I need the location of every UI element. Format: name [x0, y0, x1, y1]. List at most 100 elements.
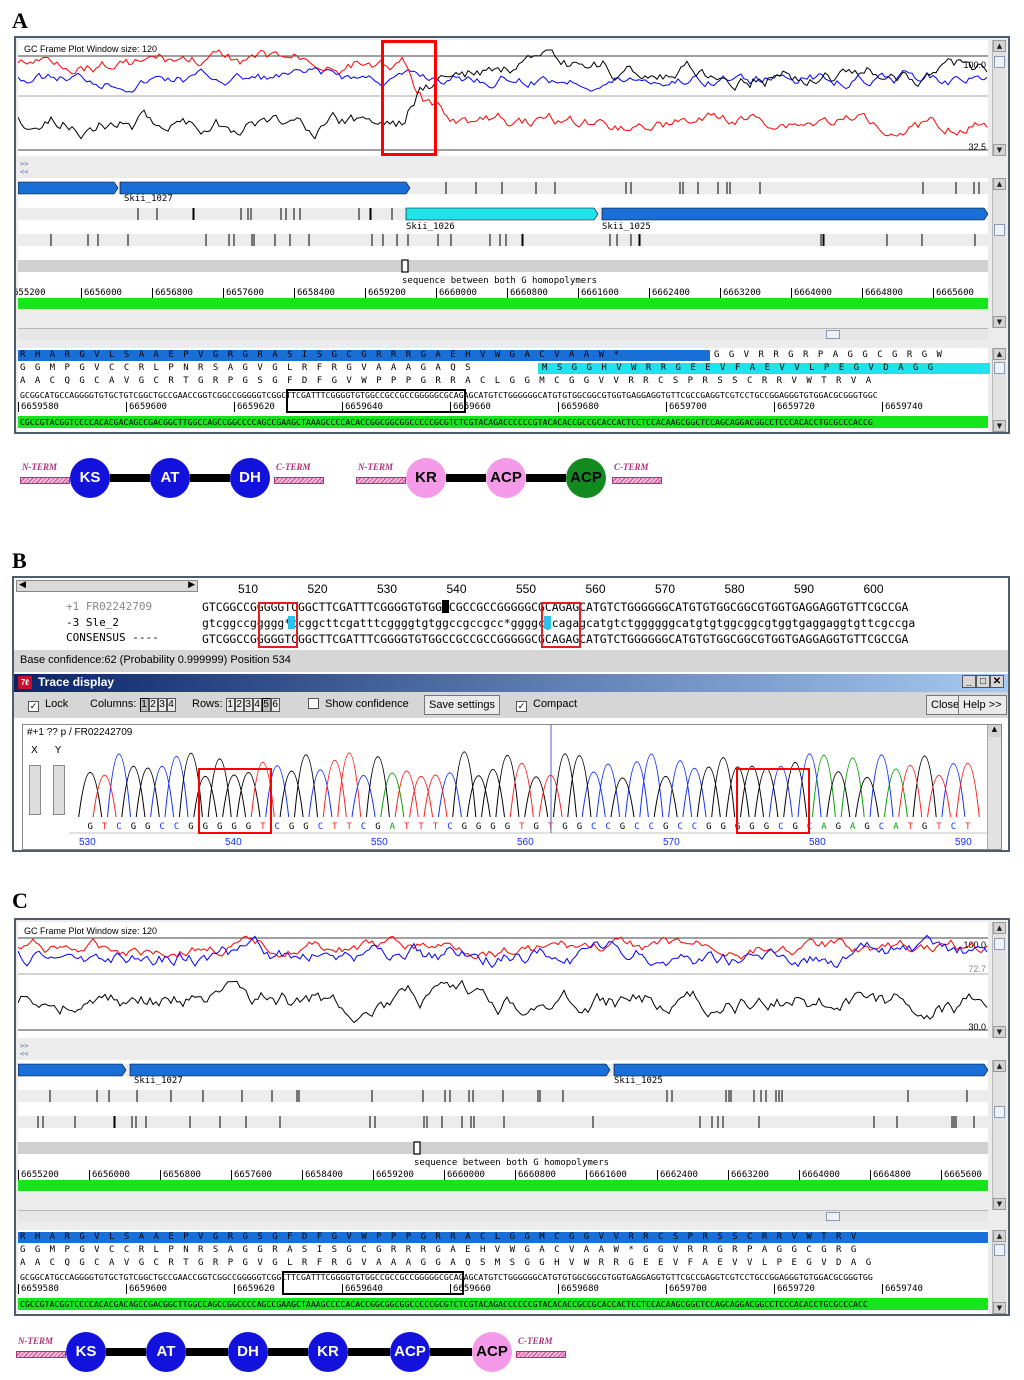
scroll-up-icon[interactable]: ▲ [993, 1230, 1006, 1242]
base-call: C [778, 822, 783, 832]
base-call: T [102, 822, 108, 832]
feature-skii-1027[interactable] [119, 181, 411, 195]
feature-left-stub[interactable] [18, 1063, 127, 1077]
show-confidence-checkbox[interactable]: Show confidence [308, 698, 409, 710]
x-scale-label: X [31, 745, 38, 756]
base-call: G [620, 822, 625, 832]
misc-feature-label: sequence between both G homopolymers [414, 1158, 610, 1168]
feature-skii-1025[interactable] [601, 207, 988, 221]
feature-skii-1025[interactable] [613, 1063, 988, 1077]
compact-checkbox[interactable]: ✓ Compact [516, 698, 578, 712]
lock-checkbox[interactable]: ✓ Lock [28, 698, 69, 712]
save-settings-button[interactable]: Save settings [424, 695, 501, 715]
scroll-left-icon[interactable]: ◀ [19, 580, 26, 590]
base-call: G [663, 822, 668, 832]
scroll-up-icon[interactable]: ▲ [988, 725, 1001, 737]
ruler-tick: 6659620 [234, 1284, 275, 1294]
ruler-tick: 6656800 [152, 288, 193, 298]
scroll-grip[interactable] [994, 1106, 1005, 1118]
horizontal-scrollbar[interactable] [18, 328, 988, 340]
base-scrollbar[interactable]: ▲ ▼ [992, 1230, 1006, 1314]
feature-skii-1026[interactable] [405, 207, 599, 221]
scroll-down-icon[interactable]: ▼ [993, 1198, 1006, 1210]
app-logo-icon: 7ℓ [18, 676, 32, 689]
dna-forward: GCGGCATGCCAGGGGTGTGCTGTCGGCTGCCGAACCGGTC… [20, 1272, 873, 1282]
scroll-right-icon[interactable]: ▶ [188, 580, 195, 590]
scroll-thumb[interactable] [826, 330, 840, 339]
ruler-tick: 6663200 [728, 1170, 769, 1180]
plot-mid-label: 72.7 [968, 964, 986, 974]
horizontal-scrollbar[interactable] [18, 1210, 988, 1222]
alignment-ruler: 510 520 530 540 550 560 570 580 590 600 [202, 582, 1008, 596]
ruler-tick: 6664000 [799, 1170, 840, 1180]
misc-feature[interactable] [413, 1141, 421, 1155]
scroll-up-icon[interactable]: ▲ [993, 1060, 1006, 1072]
close-icon[interactable]: ✕ [990, 675, 1004, 688]
scroll-up-icon[interactable]: ▲ [993, 922, 1006, 934]
base-call: A [893, 822, 899, 832]
base-call: C [116, 822, 121, 832]
trace-tick: 550 [371, 837, 388, 848]
domain-kr: KR [308, 1332, 348, 1372]
scroll-up-icon[interactable]: ▲ [993, 348, 1006, 360]
ruler-tick: 6659660 [450, 1284, 491, 1294]
read-name-1[interactable]: +1 FR02242709 [66, 600, 153, 613]
gene-label-skii-1027: Skii_1027 [124, 194, 173, 204]
base-call: C [634, 822, 639, 832]
scroll-down-icon[interactable]: ▼ [993, 420, 1006, 432]
base-call: C [159, 822, 164, 832]
ruler-tick: 6662400 [657, 1170, 698, 1180]
trace-vscroll[interactable]: ▲ [987, 725, 1001, 849]
scroll-up-icon[interactable]: ▲ [993, 178, 1006, 190]
check-icon[interactable]: ✓ [28, 701, 39, 712]
collapse-icon[interactable]: << [20, 168, 29, 176]
maximize-icon[interactable]: □ [976, 675, 990, 688]
status-bar: Base confidence:62 (Probability 0.999999… [14, 650, 1008, 672]
feature-left-stub[interactable] [18, 181, 119, 195]
scroll-grip[interactable] [994, 1244, 1005, 1256]
aa-frame-3: A A C Q G C A V G C R T G R P G V G L R … [20, 1258, 872, 1268]
feature-scrollbar[interactable]: ▲ ▼ [992, 178, 1006, 328]
window-controls[interactable]: _ □ ✕ [962, 675, 1004, 688]
aa-frame-1-right: G G V R R G R P A G G C G R G W [714, 350, 942, 360]
minimize-icon[interactable]: _ [962, 675, 976, 688]
scroll-down-icon[interactable]: ▼ [993, 144, 1006, 156]
gc-frame-1-curve [18, 935, 988, 960]
scroll-down-icon[interactable]: ▼ [993, 1026, 1006, 1038]
dna-reverse-bar [18, 416, 988, 428]
help-button[interactable]: Help >> [958, 695, 1007, 715]
base-call: G [87, 822, 92, 832]
plot-scrollbar[interactable]: ▲ ▼ [992, 922, 1006, 1038]
scroll-grip[interactable] [994, 224, 1005, 236]
base-scrollbar[interactable]: ▲ ▼ [992, 348, 1006, 432]
scroll-down-icon[interactable]: ▼ [993, 316, 1006, 328]
collapse-icon[interactable]: << [20, 1050, 29, 1058]
x-scale-slider[interactable] [29, 765, 41, 815]
scroll-grip[interactable] [994, 938, 1005, 950]
aa-frame-2-right: M S G G H V W R R G E E V F A E V V L P … [542, 363, 934, 373]
y-scale-slider[interactable] [53, 765, 65, 815]
base-call: G [792, 822, 797, 832]
scroll-down-icon[interactable]: ▼ [993, 1302, 1006, 1314]
plot-title: GC Frame Plot Window size: 120 [24, 926, 158, 936]
homopolymer-box-2 [541, 602, 581, 648]
scroll-grip[interactable] [994, 362, 1005, 374]
expand-icon[interactable]: >> [20, 160, 29, 168]
feature-scrollbar[interactable]: ▲ ▼ [992, 1060, 1006, 1210]
read-name-2[interactable]: -3 Sle_2 [66, 616, 119, 629]
names-hscroll[interactable]: ◀ ▶ [16, 580, 198, 592]
ruler-tick: 6659580 [18, 1284, 59, 1294]
scroll-thumb[interactable] [826, 1212, 840, 1221]
alignment-sequences[interactable]: GTCGGCCGGGGGTCGGCTTCGATTTCGGGGTGTGGCCGCC… [202, 600, 1008, 664]
expand-icon[interactable]: >> [20, 1042, 29, 1050]
scroll-grip[interactable] [994, 56, 1005, 68]
feature-skii-1027[interactable] [129, 1063, 611, 1077]
scroll-up-icon[interactable]: ▲ [993, 40, 1006, 52]
domain-diagram-c: N-TERM KS AT DH KR ACP ACP C-TERM [16, 1330, 576, 1372]
plot-scrollbar[interactable]: ▲ ▼ [992, 40, 1006, 156]
ruler-tick: 6663200 [720, 288, 761, 298]
misc-feature[interactable] [401, 259, 409, 273]
trace-window-title: Trace display 7ℓ _ □ ✕ [14, 674, 1008, 692]
